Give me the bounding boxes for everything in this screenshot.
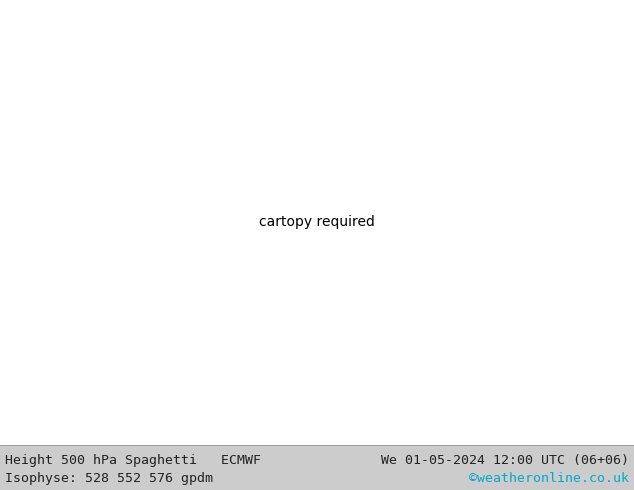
- Text: We 01-05-2024 12:00 UTC (06+06): We 01-05-2024 12:00 UTC (06+06): [381, 454, 629, 467]
- Text: Height 500 hPa Spaghetti   ECMWF: Height 500 hPa Spaghetti ECMWF: [5, 454, 261, 467]
- Text: ©weatheronline.co.uk: ©weatheronline.co.uk: [469, 471, 629, 485]
- Text: Isophyse: 528 552 576 gpdm: Isophyse: 528 552 576 gpdm: [5, 471, 213, 485]
- Text: cartopy required: cartopy required: [259, 216, 375, 229]
